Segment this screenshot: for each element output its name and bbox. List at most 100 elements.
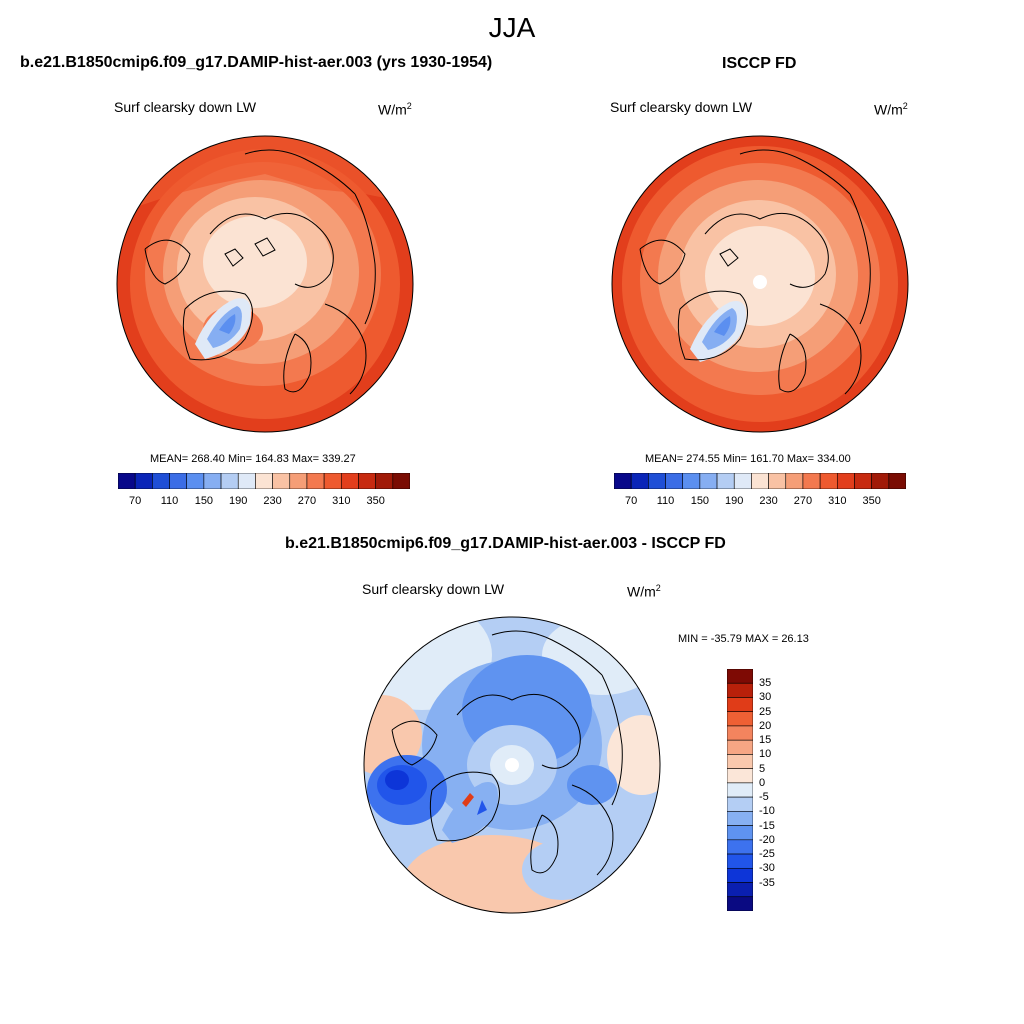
panel1-colorbar-box bbox=[272, 473, 291, 489]
panel3-colorbar-label: -10 bbox=[759, 805, 775, 818]
panel1-colorbar-box bbox=[152, 473, 170, 489]
panel3-colorbar-box bbox=[727, 853, 753, 869]
panel3-colorbar-label: 25 bbox=[759, 705, 772, 718]
panel1-colorbar-box bbox=[323, 473, 342, 489]
panel1-colorbar-ticks: 70 110 150 190 230 270 310 350 bbox=[118, 495, 410, 509]
panel3-colorbar-box bbox=[727, 796, 753, 812]
panel2-colorbar-box bbox=[699, 473, 718, 489]
panel1-variable: Surf clearsky down LW bbox=[114, 99, 257, 115]
panel3-colorbar-label: 15 bbox=[759, 734, 772, 747]
panel1-colorbar-tick: 190 bbox=[229, 495, 248, 507]
panel3-colorbar-box bbox=[727, 896, 753, 911]
panel2-colorbar-tick: 230 bbox=[759, 495, 778, 507]
panel1-colorbar-tick: 310 bbox=[332, 495, 351, 507]
panel1-colorbar-box bbox=[255, 473, 273, 489]
panel1-units: W/m2 bbox=[378, 101, 412, 118]
panel2-variable: Surf clearsky down LW bbox=[610, 99, 753, 115]
panel3-colorbar-label: -20 bbox=[759, 833, 775, 846]
panel3-colorbar-box bbox=[727, 825, 753, 841]
panel1-colorbar-box bbox=[375, 473, 394, 489]
panel2-title: ISCCP FD bbox=[722, 55, 797, 72]
panel1-colorbar-box bbox=[392, 473, 410, 489]
panel3-units: W/m2 bbox=[627, 583, 661, 600]
panel3-map bbox=[363, 616, 661, 914]
panel1-colorbar-box bbox=[203, 473, 222, 489]
panel1-colorbar-box bbox=[186, 473, 205, 489]
panel2-colorbar-box bbox=[768, 473, 787, 489]
panel3-colorbar-box bbox=[727, 811, 753, 826]
panel3-colorbar-label: 5 bbox=[759, 762, 766, 775]
panel1-title: b.e21.B1850cmip6.f09_g17.DAMIP-hist-aer.… bbox=[20, 54, 493, 71]
panel3-colorbar-labels: 35 30 25 20 15 10 5 0 -5 -10 -15 -20 -25 -30 -35 bbox=[759, 669, 799, 911]
panel2-colorbar-ticks: 70 110 150 190 230 270 310 350 bbox=[614, 495, 906, 509]
panel3-colorbar-label: -15 bbox=[759, 819, 775, 832]
panel2-colorbar-tick: 70 bbox=[625, 495, 638, 507]
panel3-colorbar-box bbox=[727, 697, 753, 713]
panel1-colorbar-tick: 230 bbox=[263, 495, 282, 507]
panel3-colorbar-box bbox=[727, 782, 753, 798]
panel2-colorbar-box bbox=[682, 473, 701, 489]
panel3-colorbar-label: 30 bbox=[759, 691, 772, 704]
panel2-colorbar-tick: 310 bbox=[828, 495, 847, 507]
panel2-colorbar-box bbox=[888, 473, 906, 489]
figure-title: JJA bbox=[488, 12, 536, 43]
panel1-colorbar-box bbox=[220, 473, 239, 489]
panel3-colorbar-label: 10 bbox=[759, 748, 772, 761]
panel2-colorbar-tick: 110 bbox=[656, 495, 675, 507]
panel1-colorbar-box bbox=[134, 473, 153, 489]
panel3-colorbar-label: -30 bbox=[759, 862, 775, 875]
panel2-colorbar-box bbox=[630, 473, 649, 489]
panel1-colorbar-box bbox=[289, 473, 308, 489]
panel3-colorbar-box bbox=[727, 882, 753, 898]
panel3-colorbar-box bbox=[727, 711, 753, 727]
panel1-colorbar-box bbox=[306, 473, 325, 489]
panel3-colorbar-box bbox=[727, 867, 753, 883]
panel2-colorbar-box bbox=[854, 473, 872, 489]
panel2-colorbar-box bbox=[836, 473, 855, 489]
panel1-colorbar-box bbox=[358, 473, 376, 489]
panel2-colorbar-tick: 190 bbox=[725, 495, 744, 507]
panel2-colorbar-box bbox=[871, 473, 890, 489]
panel1-colorbar bbox=[118, 473, 410, 489]
panel2-colorbar-box bbox=[819, 473, 838, 489]
panel2-colorbar-box bbox=[648, 473, 666, 489]
panel3-colorbar-label: 20 bbox=[759, 719, 772, 732]
panel2-colorbar-box bbox=[751, 473, 769, 489]
panel3-colorbar-box bbox=[727, 682, 753, 698]
panel3-colorbar-label: 35 bbox=[759, 677, 772, 690]
panel1-colorbar-tick: 70 bbox=[129, 495, 142, 507]
panel2-colorbar-box bbox=[733, 473, 752, 489]
panel3-colorbar-box bbox=[727, 754, 753, 769]
panel2-colorbar-box bbox=[802, 473, 821, 489]
panel2-units: W/m2 bbox=[874, 101, 908, 118]
panel1-colorbar-box bbox=[118, 473, 136, 489]
panel2-colorbar bbox=[614, 473, 906, 489]
panel1-map bbox=[116, 135, 414, 433]
panel1-colorbar-box bbox=[340, 473, 359, 489]
panel3-stats: MIN = -35.79 MAX = 26.13 bbox=[678, 633, 809, 645]
panel3-colorbar-box bbox=[727, 839, 753, 855]
panel1-colorbar-tick: 110 bbox=[160, 495, 179, 507]
panel2-colorbar-box bbox=[785, 473, 804, 489]
panel2-colorbar-box bbox=[716, 473, 735, 489]
panel3-colorbar-box bbox=[727, 669, 753, 684]
panel3-colorbar-box bbox=[727, 725, 753, 741]
panel3-colorbar-label: -35 bbox=[759, 876, 775, 889]
panel1-colorbar-box bbox=[169, 473, 188, 489]
panel2-colorbar-tick: 350 bbox=[862, 495, 881, 507]
panel1-colorbar-tick: 270 bbox=[297, 495, 317, 507]
panel2-stats: MEAN= 274.55 Min= 161.70 Max= 334.00 bbox=[645, 453, 851, 465]
panel1-stats: MEAN= 268.40 Min= 164.83 Max= 339.27 bbox=[150, 453, 356, 465]
panel3-colorbar-box bbox=[727, 739, 753, 755]
panel3-colorbar bbox=[727, 669, 753, 911]
panel3-colorbar-label: -5 bbox=[759, 791, 769, 804]
panel1-colorbar-tick: 150 bbox=[194, 495, 214, 507]
panel3-title: b.e21.B1850cmip6.f09_g17.DAMIP-hist-aer.… bbox=[285, 535, 726, 552]
panel2-map bbox=[611, 135, 909, 433]
panel2-colorbar-tick: 150 bbox=[690, 495, 710, 507]
panel2-colorbar-tick: 270 bbox=[793, 495, 813, 507]
panel2-colorbar-box bbox=[614, 473, 632, 489]
panel1-colorbar-box bbox=[237, 473, 256, 489]
panel2-colorbar-box bbox=[665, 473, 684, 489]
panel3-colorbar-label: 0 bbox=[759, 776, 766, 789]
